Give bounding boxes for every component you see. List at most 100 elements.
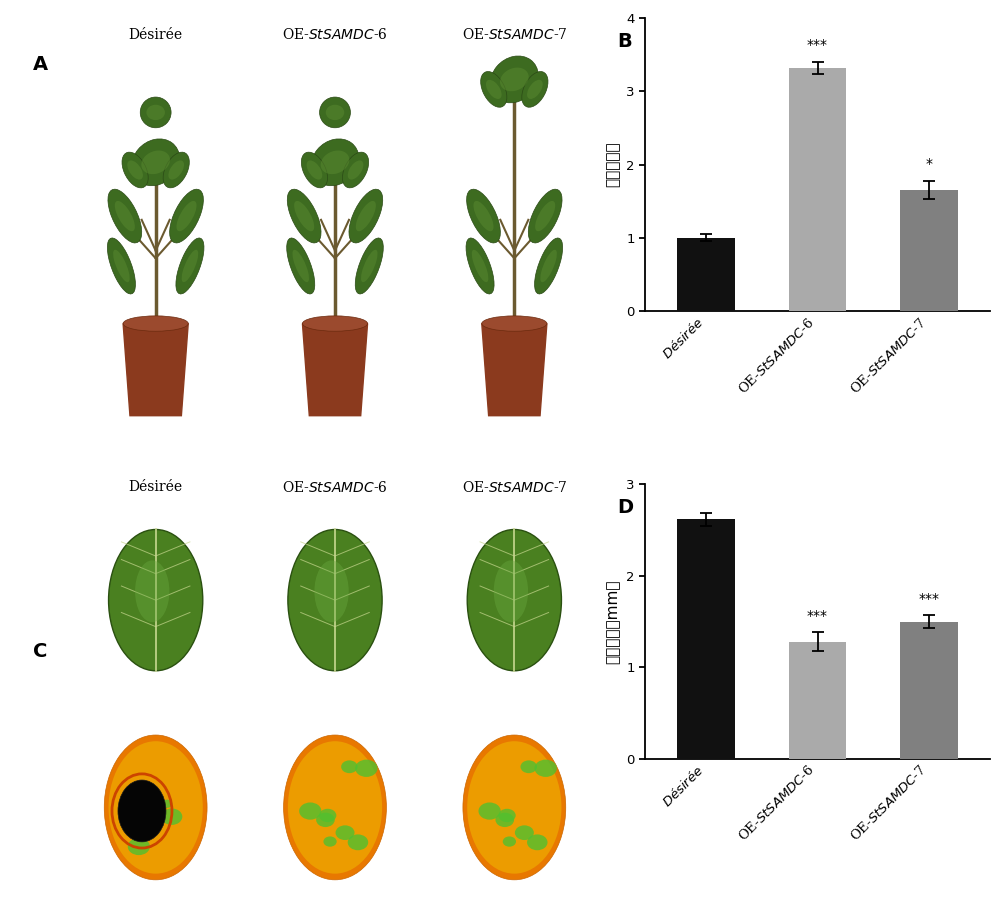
Text: D: D [617, 498, 633, 516]
Ellipse shape [473, 201, 494, 231]
Ellipse shape [288, 529, 382, 671]
Ellipse shape [520, 760, 537, 773]
Ellipse shape [522, 71, 548, 107]
Ellipse shape [348, 834, 368, 850]
Ellipse shape [302, 316, 368, 331]
Ellipse shape [540, 250, 557, 282]
Ellipse shape [128, 838, 150, 856]
Ellipse shape [535, 760, 557, 777]
Ellipse shape [301, 152, 328, 188]
Ellipse shape [481, 71, 507, 107]
Ellipse shape [292, 250, 309, 282]
Ellipse shape [141, 151, 170, 175]
Text: ***: *** [918, 591, 939, 605]
Ellipse shape [355, 760, 378, 777]
Ellipse shape [132, 139, 180, 186]
Ellipse shape [472, 250, 488, 282]
Ellipse shape [490, 56, 538, 103]
Ellipse shape [482, 316, 547, 331]
Ellipse shape [498, 809, 516, 822]
Ellipse shape [123, 793, 135, 802]
Ellipse shape [349, 189, 383, 243]
Ellipse shape [127, 161, 143, 179]
Ellipse shape [162, 800, 172, 808]
Ellipse shape [287, 238, 315, 294]
Ellipse shape [326, 105, 344, 120]
Ellipse shape [535, 238, 563, 294]
Ellipse shape [321, 151, 349, 175]
Y-axis label: 病斑直径（mm）: 病斑直径（mm） [606, 579, 621, 664]
Ellipse shape [527, 834, 548, 850]
Ellipse shape [527, 80, 543, 99]
Ellipse shape [107, 238, 135, 294]
Ellipse shape [299, 802, 321, 820]
Ellipse shape [176, 238, 204, 294]
Ellipse shape [342, 152, 369, 188]
Ellipse shape [467, 741, 561, 874]
Polygon shape [302, 324, 368, 416]
Ellipse shape [361, 250, 378, 282]
Ellipse shape [170, 189, 203, 243]
Ellipse shape [467, 529, 561, 671]
Ellipse shape [320, 97, 350, 128]
Ellipse shape [355, 238, 383, 294]
Ellipse shape [127, 814, 149, 831]
Ellipse shape [163, 152, 189, 188]
Ellipse shape [140, 97, 171, 128]
Ellipse shape [182, 250, 198, 282]
Ellipse shape [319, 809, 336, 822]
Text: B: B [618, 32, 632, 50]
Ellipse shape [499, 0, 530, 30]
Ellipse shape [505, 7, 524, 22]
Bar [677, 238, 735, 311]
Ellipse shape [115, 201, 135, 231]
Text: OE-$\mathit{StSAMDC}$-7: OE-$\mathit{StSAMDC}$-7 [462, 480, 567, 494]
Bar [677, 519, 735, 759]
Ellipse shape [495, 813, 514, 827]
Ellipse shape [478, 802, 501, 820]
Ellipse shape [348, 161, 363, 179]
Ellipse shape [356, 201, 376, 231]
Bar [900, 622, 958, 759]
Ellipse shape [466, 238, 494, 294]
Ellipse shape [515, 825, 534, 840]
Ellipse shape [307, 161, 322, 179]
Ellipse shape [118, 780, 166, 842]
Ellipse shape [494, 560, 528, 622]
Ellipse shape [323, 836, 337, 846]
Ellipse shape [336, 825, 355, 840]
Ellipse shape [176, 201, 197, 231]
Text: OE-$\mathit{StSAMDC}$-6: OE-$\mathit{StSAMDC}$-6 [282, 480, 388, 494]
Ellipse shape [463, 735, 566, 880]
Ellipse shape [123, 316, 188, 331]
Text: A: A [32, 55, 48, 74]
Ellipse shape [535, 201, 555, 231]
Bar [900, 190, 958, 311]
Ellipse shape [288, 741, 382, 874]
Polygon shape [482, 324, 547, 416]
Ellipse shape [503, 836, 516, 846]
Bar [789, 642, 846, 759]
Text: OE-$\mathit{StSAMDC}$-6: OE-$\mathit{StSAMDC}$-6 [282, 27, 388, 42]
Text: C: C [33, 642, 47, 661]
Ellipse shape [467, 189, 500, 243]
Ellipse shape [528, 189, 562, 243]
Bar [789, 68, 846, 311]
Ellipse shape [122, 152, 148, 188]
Ellipse shape [109, 741, 203, 874]
Ellipse shape [294, 201, 314, 231]
Ellipse shape [341, 760, 358, 773]
Y-axis label: 相对表达量: 相对表达量 [606, 142, 621, 187]
Ellipse shape [108, 189, 142, 243]
Ellipse shape [113, 250, 130, 282]
Polygon shape [123, 324, 188, 416]
Ellipse shape [314, 560, 349, 622]
Text: Désirée: Désirée [129, 480, 183, 494]
Text: OE-$\mathit{StSAMDC}$-7: OE-$\mathit{StSAMDC}$-7 [462, 27, 567, 42]
Text: ***: *** [807, 609, 828, 623]
Ellipse shape [284, 735, 386, 880]
Ellipse shape [486, 80, 502, 99]
Ellipse shape [311, 139, 359, 186]
Ellipse shape [287, 189, 321, 243]
Ellipse shape [161, 809, 182, 825]
